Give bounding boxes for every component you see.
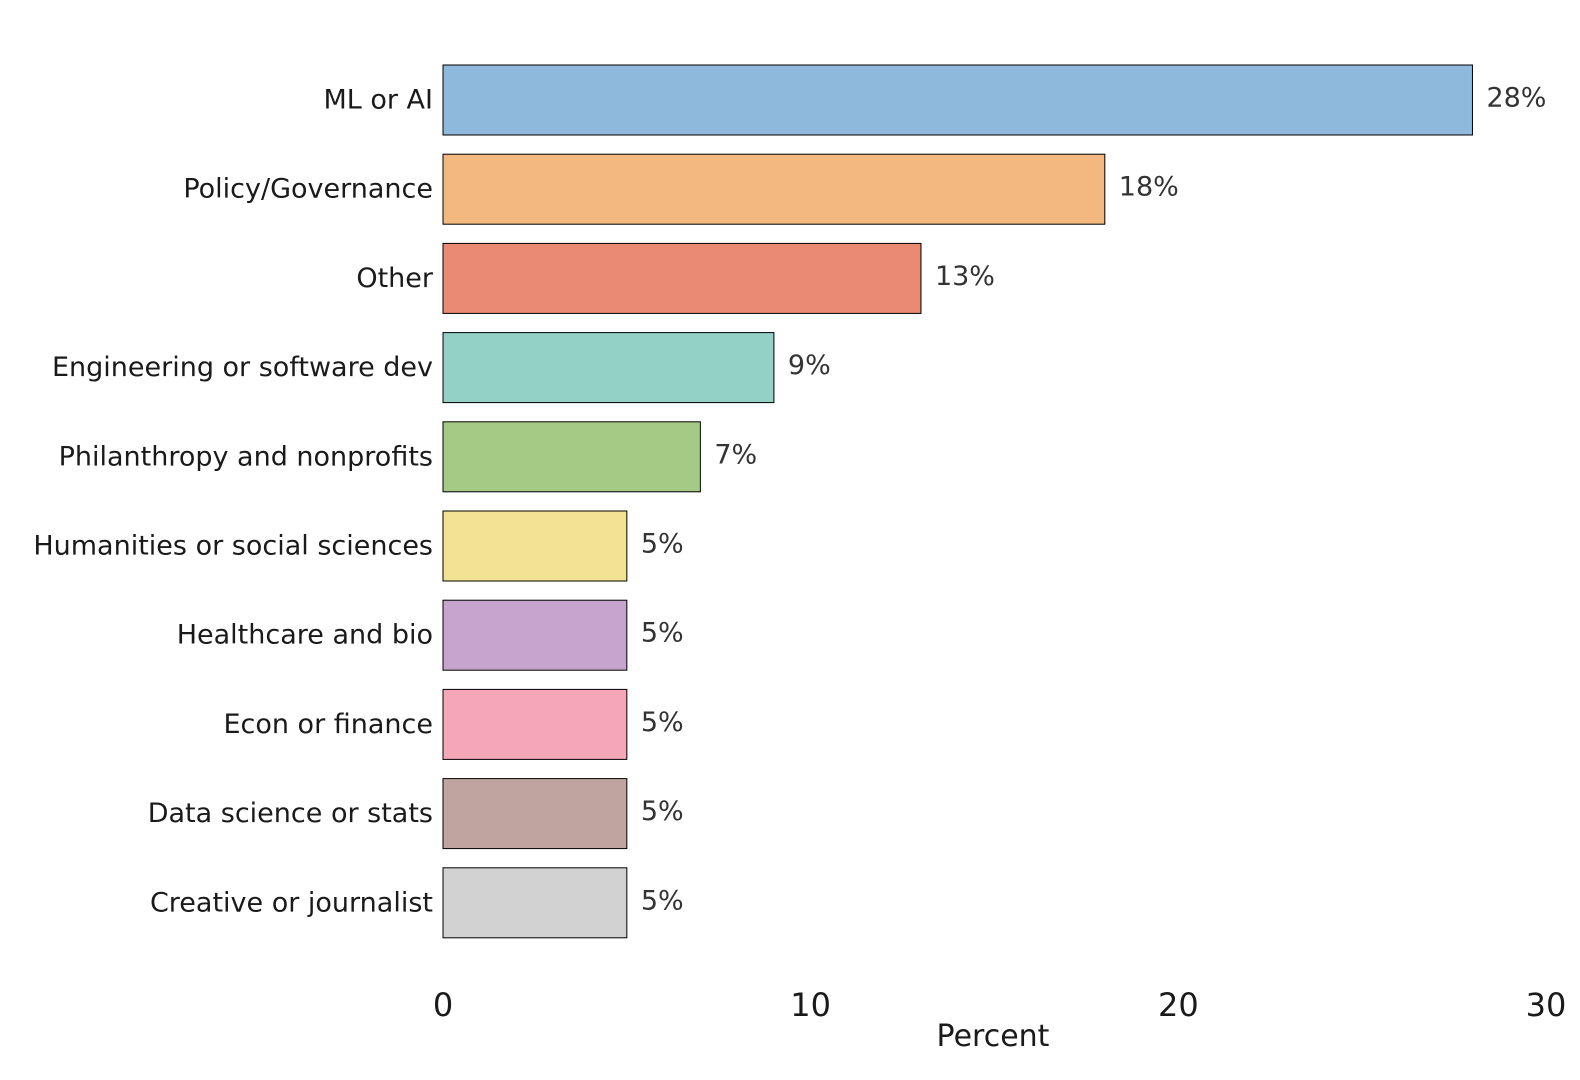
value-label-other: 13%	[935, 261, 995, 292]
bar-data-science-or-stats	[442, 778, 628, 850]
category-label-healthcare-and-bio: Healthcare and bio	[177, 620, 433, 651]
x-axis: 0 10 20 30	[433, 986, 1567, 1024]
bar-econ-or-finance	[442, 688, 628, 760]
value-label-creative-or-journalist: 5%	[641, 885, 684, 916]
category-label-data-science-or-stats: Data science or stats	[148, 798, 433, 829]
category-label-philanthropy-and-nonprofits: Philanthropy and nonprofits	[59, 441, 433, 472]
x-tick-label-10: 10	[790, 986, 831, 1024]
bar-humanities-or-social-sciences	[442, 510, 628, 582]
bar-policy-governance	[442, 153, 1106, 225]
category-label-policy-governance: Policy/Governance	[183, 174, 433, 205]
value-label-data-science-or-stats: 5%	[641, 796, 684, 827]
x-tick-label-20: 20	[1158, 986, 1199, 1024]
bar-engineering-or-software-dev	[442, 332, 775, 404]
bars-group: ML or AI 28% Policy/Governance 18% Other 13% E…	[33, 64, 1546, 939]
value-label-healthcare-and-bio: 5%	[641, 618, 684, 649]
value-label-philanthropy-and-nonprofits: 7%	[714, 439, 757, 470]
category-label-other: Other	[356, 263, 434, 294]
value-label-ml-or-ai: 28%	[1486, 83, 1546, 114]
category-label-humanities-or-social-sciences: Humanities or social sciences	[33, 531, 433, 562]
bar-creative-or-journalist	[442, 867, 628, 939]
category-label-econ-or-finance: Econ or finance	[223, 709, 433, 740]
bar-healthcare-and-bio	[442, 599, 628, 671]
x-tick-label-0: 0	[433, 986, 453, 1024]
category-label-engineering-or-software-dev: Engineering or software dev	[52, 352, 433, 383]
value-label-engineering-or-software-dev: 9%	[788, 350, 831, 381]
bar-ml-or-ai	[442, 64, 1473, 136]
category-label-creative-or-journalist: Creative or journalist	[150, 887, 433, 918]
value-label-econ-or-finance: 5%	[641, 707, 684, 738]
x-axis-title: Percent	[937, 1019, 1050, 1054]
value-label-policy-governance: 18%	[1119, 172, 1179, 203]
bar-other	[442, 242, 922, 314]
category-label-ml-or-ai: ML or AI	[323, 85, 433, 116]
x-tick-label-30: 30	[1526, 986, 1567, 1024]
value-label-humanities-or-social-sciences: 5%	[641, 529, 684, 560]
bar-philanthropy-and-nonprofits	[442, 421, 701, 493]
